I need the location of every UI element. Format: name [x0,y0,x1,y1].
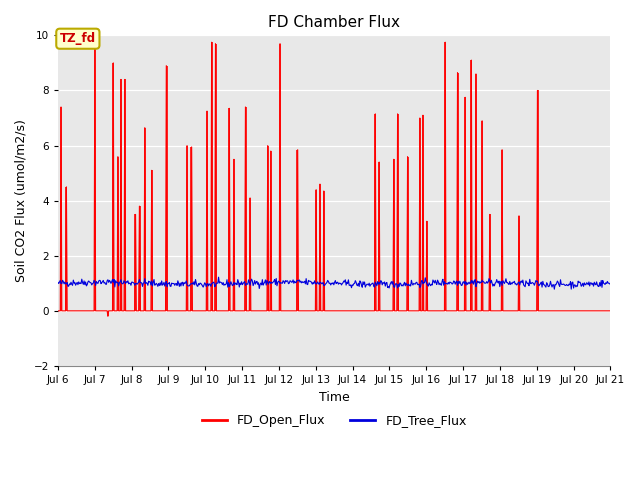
FD_Open_Flux [607,308,614,314]
FD_Tree_Flux [121,279,129,285]
FD_Open_Flux [54,308,62,314]
FD_Tree_Flux [419,277,426,283]
X-axis label: Time: Time [319,391,349,404]
Line: FD_Open_Flux: FD_Open_Flux [58,42,611,316]
FD_Tree_Flux [206,281,214,287]
FD_Tree_Flux [177,283,185,289]
FD_Open_Flux [122,308,129,314]
FD_Open_Flux [178,308,186,314]
Title: FD Chamber Flux: FD Chamber Flux [268,15,400,30]
Legend: FD_Open_Flux, FD_Tree_Flux: FD_Open_Flux, FD_Tree_Flux [196,409,472,432]
FD_Open_Flux [403,308,411,314]
Text: TZ_fd: TZ_fd [60,32,96,45]
FD_Tree_Flux [402,280,410,286]
FD_Tree_Flux [550,286,558,292]
FD_Open_Flux [207,308,214,314]
Line: FD_Tree_Flux: FD_Tree_Flux [58,277,611,289]
FD_Open_Flux [104,313,112,319]
FD_Open_Flux [419,112,427,118]
FD_Open_Flux [64,308,72,314]
FD_Tree_Flux [214,274,222,280]
FD_Open_Flux [208,39,216,45]
FD_Tree_Flux [607,280,614,286]
FD_Tree_Flux [54,279,62,285]
FD_Tree_Flux [64,284,72,289]
Y-axis label: Soil CO2 Flux (umol/m2/s): Soil CO2 Flux (umol/m2/s) [15,119,28,282]
